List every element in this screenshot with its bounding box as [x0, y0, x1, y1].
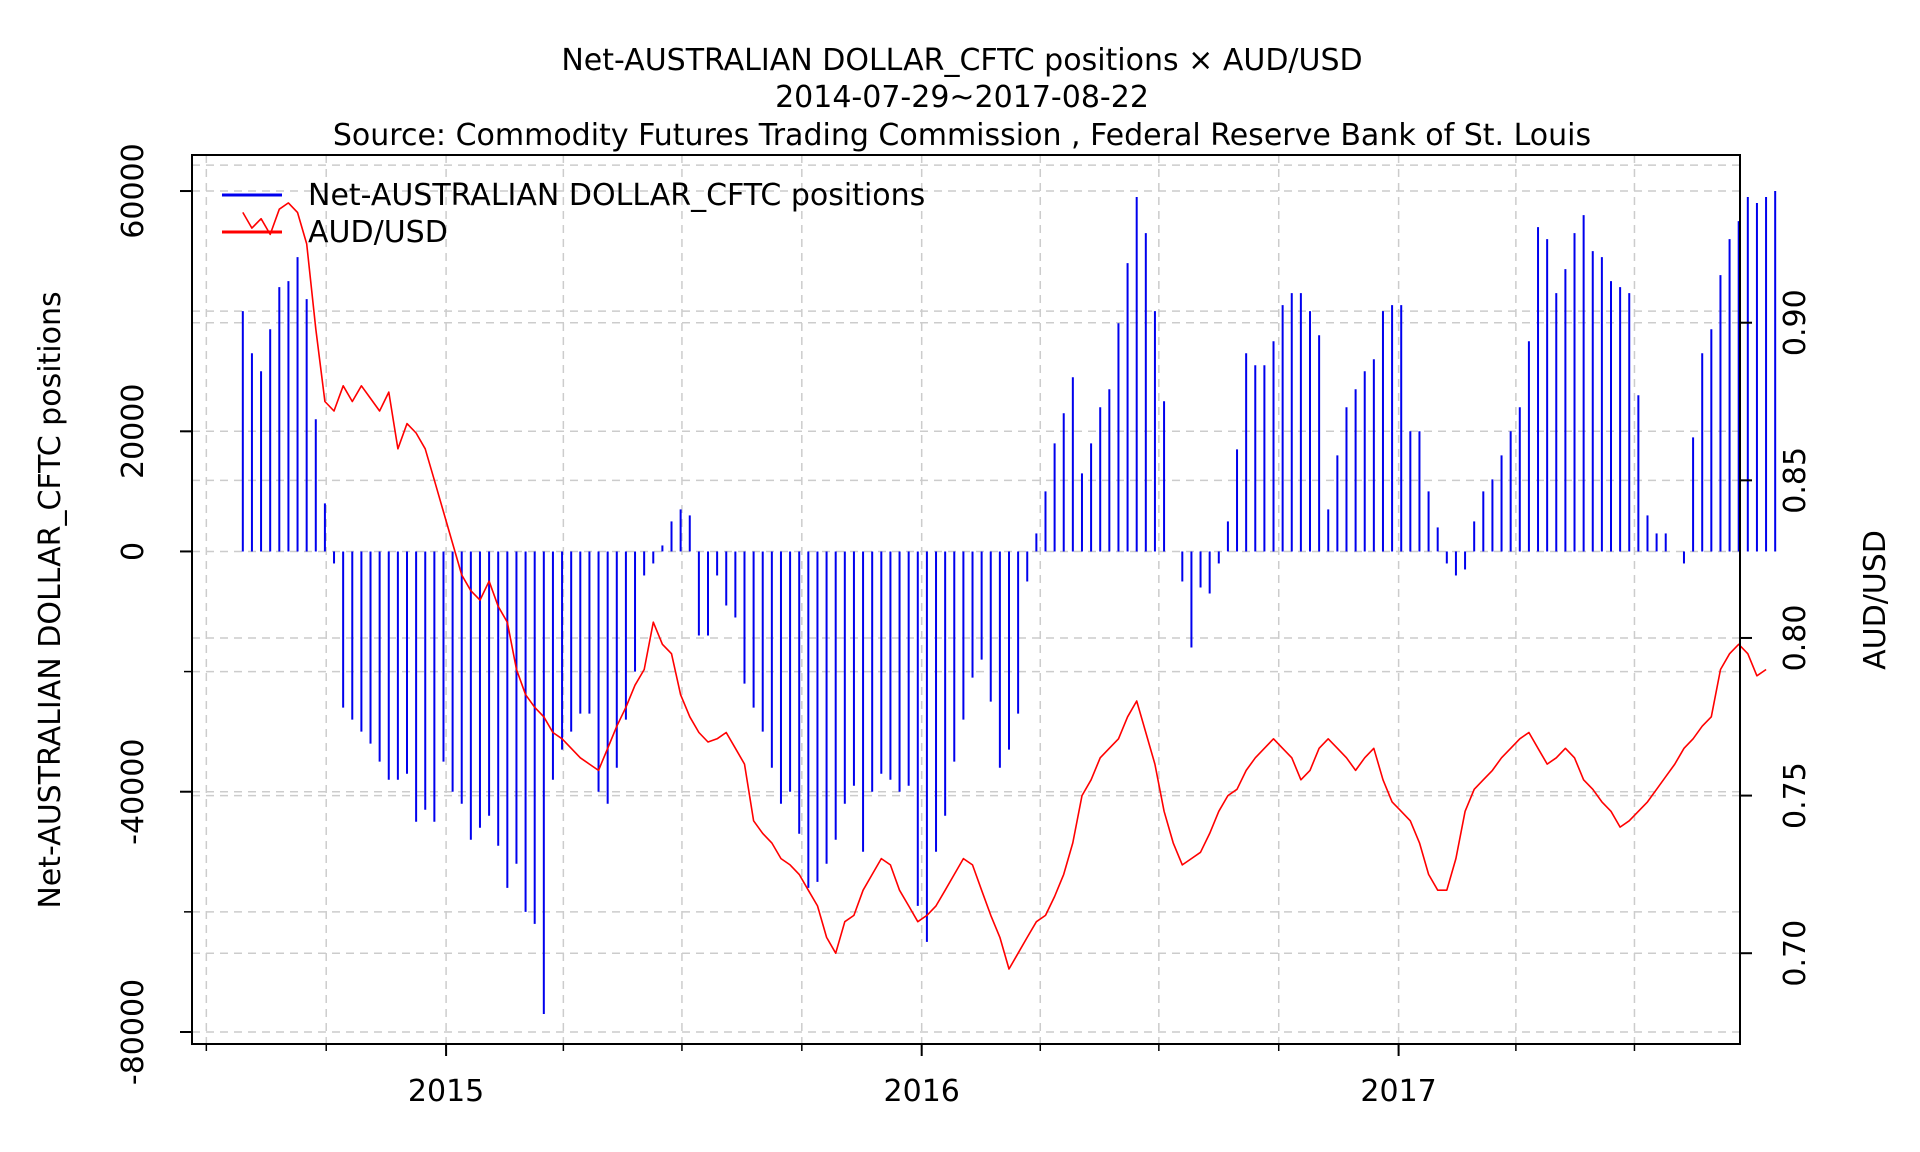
bars-layer	[241, 191, 1777, 1014]
y-left-tick-label: -40000	[116, 739, 151, 845]
chart-subtitle: 2014-07-29~2017-08-22	[775, 80, 1149, 115]
x-tick-label: 2017	[1360, 1074, 1436, 1109]
chart-source: Source: Commodity Futures Trading Commis…	[333, 118, 1591, 153]
y-right-tick-label: 0.80	[1778, 605, 1813, 672]
y-left-tick-label: -80000	[116, 979, 151, 1085]
y-axis-right-label: AUD/USD	[1858, 530, 1893, 670]
legend-label-audusd: AUD/USD	[308, 215, 448, 250]
audusd-line	[242, 202, 1767, 970]
grid-layer	[192, 155, 1740, 1044]
y-right-tick-label: 0.85	[1778, 447, 1813, 514]
legend: Net-AUSTRALIAN DOLLAR_CFTC positions AUD…	[222, 178, 925, 250]
y-right-tick-label: 0.75	[1778, 762, 1813, 829]
y-axis-left-label: Net-AUSTRALIAN DOLLAR_CFTC positions	[33, 291, 68, 908]
y-left-tick-label: 60000	[116, 143, 151, 238]
line-layer	[242, 202, 1767, 970]
chart-title: Net-AUSTRALIAN DOLLAR_CFTC positions × A…	[561, 43, 1362, 78]
y-right-tick-label: 0.90	[1778, 289, 1813, 356]
x-tick-label: 2015	[408, 1074, 484, 1109]
axes-layer: 2015 2016 2017 60000 20000 0 -40000 -80000 0.90 0…	[116, 143, 1813, 1109]
plot-frame	[191, 154, 1741, 1045]
y-left-tick-label: 20000	[116, 384, 151, 479]
legend-label-positions: Net-AUSTRALIAN DOLLAR_CFTC positions	[308, 178, 925, 213]
x-tick-label: 2016	[884, 1074, 960, 1109]
y-left-tick-label: 0	[116, 542, 151, 561]
y-right-tick-label: 0.70	[1778, 920, 1813, 987]
